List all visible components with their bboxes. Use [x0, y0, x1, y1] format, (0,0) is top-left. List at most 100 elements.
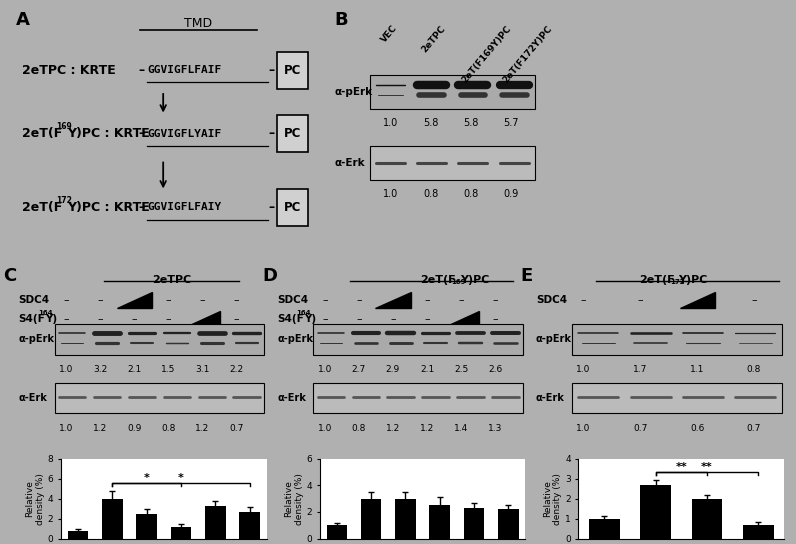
Text: 169: 169 — [56, 122, 72, 132]
Text: B: B — [334, 11, 348, 29]
Text: 2.7: 2.7 — [352, 365, 366, 374]
Bar — [136, 514, 157, 539]
Text: 1.0: 1.0 — [576, 424, 591, 432]
Bar — [314, 324, 523, 355]
Bar — [369, 146, 535, 181]
Text: *: * — [144, 473, 150, 483]
Text: 2.1: 2.1 — [420, 365, 434, 374]
Text: 0.8: 0.8 — [463, 189, 478, 200]
Text: A: A — [16, 11, 29, 29]
Text: 5.8: 5.8 — [463, 119, 478, 128]
Bar — [68, 530, 88, 539]
Text: –: – — [234, 314, 240, 324]
Text: α-Erk: α-Erk — [277, 393, 306, 403]
Text: α-pErk: α-pErk — [334, 87, 373, 97]
Text: –: – — [139, 127, 144, 140]
Bar — [692, 498, 723, 539]
Text: –: – — [390, 314, 396, 324]
Text: –: – — [638, 295, 643, 305]
Text: 2eT(F169Y)PC: 2eT(F169Y)PC — [461, 23, 513, 84]
Text: 1.0: 1.0 — [318, 424, 332, 432]
Text: Y)PC : KRTE: Y)PC : KRTE — [67, 201, 150, 214]
Text: –: – — [424, 295, 430, 305]
Y-axis label: Relative
density (%): Relative density (%) — [25, 473, 45, 524]
Text: SDC4: SDC4 — [536, 295, 567, 305]
Text: S4(F: S4(F — [18, 314, 45, 324]
Bar — [369, 75, 535, 109]
Text: –: – — [166, 295, 171, 305]
Text: Y)PC: Y)PC — [678, 275, 708, 285]
Text: 0.7: 0.7 — [747, 424, 761, 432]
Bar — [170, 527, 191, 539]
Text: E: E — [521, 267, 533, 285]
Polygon shape — [185, 311, 220, 326]
Text: Y)PC: Y)PC — [459, 275, 489, 285]
Text: 2eTPC: 2eTPC — [152, 275, 191, 285]
Text: 0.9: 0.9 — [127, 424, 142, 432]
Bar — [205, 505, 225, 539]
Text: –: – — [97, 295, 103, 305]
Text: Y): Y) — [45, 314, 57, 324]
Text: 1.2: 1.2 — [386, 424, 400, 432]
Text: –: – — [139, 64, 144, 77]
Text: *: * — [178, 473, 184, 483]
Text: **: ** — [675, 462, 687, 472]
Text: –: – — [580, 295, 587, 305]
Bar — [429, 505, 450, 539]
Text: –: – — [356, 295, 361, 305]
Bar — [240, 511, 259, 539]
Text: 164: 164 — [297, 310, 311, 316]
Text: –: – — [200, 295, 205, 305]
Text: 3.1: 3.1 — [195, 365, 209, 374]
Text: 1.2: 1.2 — [420, 424, 434, 432]
Bar — [277, 189, 308, 226]
Text: –: – — [458, 295, 464, 305]
Text: α-pErk: α-pErk — [277, 334, 313, 344]
Text: PC: PC — [284, 201, 302, 214]
Text: TMD: TMD — [185, 17, 213, 30]
Text: –: – — [322, 314, 328, 324]
Text: 2eTPC : KRTE: 2eTPC : KRTE — [21, 64, 115, 77]
Text: 1.2: 1.2 — [195, 424, 209, 432]
Text: Y): Y) — [304, 314, 316, 324]
Text: –: – — [424, 314, 430, 324]
Text: –: – — [234, 295, 240, 305]
Text: 2eT(F: 2eT(F — [638, 275, 674, 285]
Text: 1.5: 1.5 — [161, 365, 176, 374]
Text: 172: 172 — [56, 196, 72, 205]
Bar — [361, 498, 381, 539]
Text: 2.5: 2.5 — [454, 365, 468, 374]
Y-axis label: Relative
density (%): Relative density (%) — [543, 473, 562, 524]
Text: 0.8: 0.8 — [423, 189, 438, 200]
Bar — [498, 509, 518, 539]
Text: PC: PC — [284, 64, 302, 77]
Text: –: – — [166, 314, 171, 324]
Polygon shape — [680, 292, 715, 308]
Text: GGVIGFLYAIF: GGVIGFLYAIF — [147, 129, 221, 139]
Text: 1.3: 1.3 — [488, 424, 502, 432]
Text: 3.2: 3.2 — [93, 365, 107, 374]
Text: 1.2: 1.2 — [93, 424, 107, 432]
Text: VEC: VEC — [380, 23, 400, 45]
Text: –: – — [493, 295, 498, 305]
Text: 2eT(F: 2eT(F — [21, 201, 62, 214]
Text: –: – — [268, 127, 275, 140]
Text: 0.9: 0.9 — [504, 189, 519, 200]
Text: 0.8: 0.8 — [161, 424, 176, 432]
Bar — [464, 508, 484, 539]
Text: 169: 169 — [451, 280, 466, 286]
Text: 1.0: 1.0 — [59, 365, 73, 374]
Bar — [395, 498, 416, 539]
Text: C: C — [3, 267, 17, 285]
Text: SDC4: SDC4 — [277, 295, 308, 305]
Bar — [277, 52, 308, 89]
Text: 1.0: 1.0 — [383, 189, 398, 200]
Text: PC: PC — [284, 127, 302, 140]
Text: 1.0: 1.0 — [59, 424, 73, 432]
Bar — [572, 324, 782, 355]
Bar — [102, 498, 123, 539]
Bar — [277, 115, 308, 152]
Text: 5.8: 5.8 — [423, 119, 439, 128]
Text: –: – — [356, 314, 361, 324]
Text: α-Erk: α-Erk — [334, 158, 365, 168]
